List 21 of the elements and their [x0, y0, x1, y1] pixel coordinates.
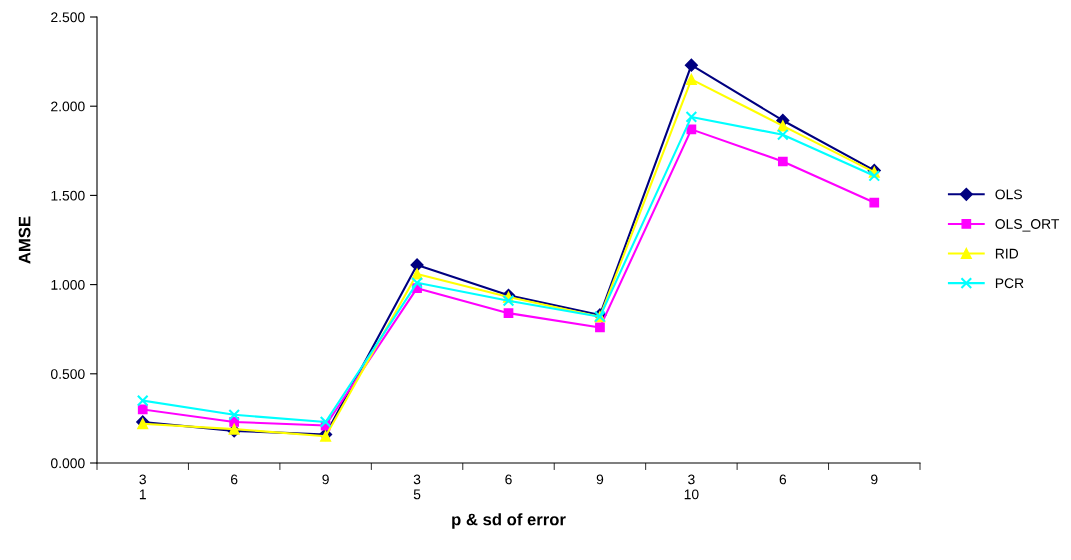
- y-tick-label: 2.000: [51, 101, 85, 112]
- legend-label: OLS: [995, 189, 1022, 200]
- x-tick-label: 3 1: [139, 474, 146, 500]
- x-tick-label: 3 10: [684, 474, 699, 500]
- y-tick-label: 1.000: [51, 279, 85, 290]
- x-tick-label: 9: [596, 474, 604, 485]
- legend-label: RID: [995, 248, 1019, 259]
- y-tick-label: 0.000: [50, 458, 85, 469]
- legend-label: OLS_ORT: [995, 219, 1060, 232]
- y-tick-label: 2.500: [51, 12, 85, 23]
- x-tick-label: 9: [871, 474, 878, 485]
- x-tick-label: 6: [779, 474, 787, 485]
- x-tick-label: 9: [322, 474, 329, 485]
- x-tick-label: 6: [505, 474, 512, 485]
- legend-label: PCR: [995, 278, 1024, 289]
- y-axis-title: AMSE: [18, 216, 31, 264]
- y-tick-label: 1.500: [51, 190, 85, 201]
- y-tick-label: 0.500: [50, 369, 85, 379]
- x-tick-label: 6: [231, 474, 238, 485]
- x-tick-label: 3 5: [413, 474, 421, 500]
- x-axis-title: p & sd of error: [452, 513, 566, 529]
